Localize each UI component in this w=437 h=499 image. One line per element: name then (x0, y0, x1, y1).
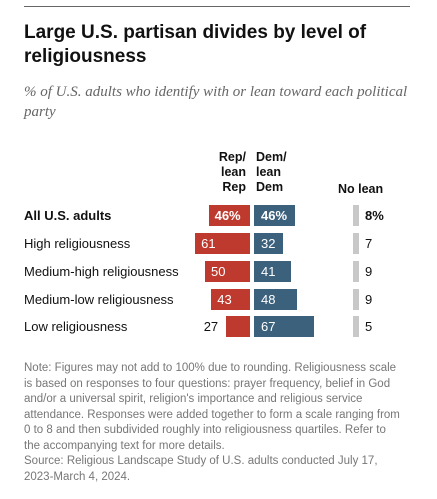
value-label-dem: 32 (261, 236, 276, 251)
value-label-no-lean: 9 (365, 292, 373, 307)
value-label-dem: 67 (261, 319, 276, 334)
column-header-dem-line-1: Dem/ (256, 150, 287, 164)
value-label-no-lean: 5 (365, 319, 373, 334)
value-label-dem: 41 (261, 264, 276, 279)
bar-no-lean (353, 316, 359, 337)
value-label-rep: 50 (211, 264, 226, 279)
note-text: Note: Figures may not add to 100% due to… (24, 362, 400, 452)
value-label-dem: 48 (261, 292, 276, 307)
bar-dem (254, 316, 315, 337)
source-text: Source: Religious Landscape Study of U.S… (24, 455, 378, 483)
value-label-rep: 27 (203, 319, 219, 334)
value-label-no-lean: 9 (365, 264, 373, 279)
bar-no-lean (353, 289, 359, 310)
top-rule (24, 6, 410, 7)
row-label: All U.S. adults (24, 208, 112, 223)
value-label-dem: 46% (261, 208, 288, 223)
bar-dem (254, 261, 291, 282)
column-header-dem: Dem/ lean Dem (256, 150, 316, 195)
bar-dem (254, 289, 298, 310)
bar-no-lean (353, 261, 359, 282)
bar-rep (208, 205, 250, 226)
bar-dem (254, 233, 283, 254)
value-label-no-lean: 8% (365, 208, 384, 223)
chart-title: Large U.S. partisan divides by level of … (24, 22, 367, 67)
column-header-rep-line-3: Rep (222, 180, 246, 194)
value-label-rep: 61 (201, 236, 216, 251)
bar-rep (211, 289, 250, 310)
column-header-rep-line-1: Rep/ (218, 150, 246, 164)
row-label: High religiousness (24, 236, 131, 251)
row-label: Medium-low religiousness (24, 292, 174, 307)
value-label-no-lean: 7 (365, 236, 373, 251)
chart-subtitle: % of U.S. adults who identify with or le… (24, 84, 408, 120)
chart-note: Note: Figures may not add to 100% due to… (24, 361, 404, 485)
bar-no-lean (353, 205, 359, 226)
column-header-dem-line-3: Dem (256, 180, 284, 194)
column-header-no-lean: No lean (338, 182, 384, 196)
bar-rep (225, 316, 250, 337)
column-header-dem-line-2: lean (256, 165, 282, 179)
bar-rep (205, 261, 250, 282)
bar-rep (195, 233, 250, 254)
value-label-rep: 43 (217, 292, 232, 307)
row-label: Low religiousness (24, 319, 128, 334)
column-header-rep-line-2: lean (220, 165, 246, 179)
row-label: Medium-high religiousness (24, 264, 179, 279)
bar-dem (254, 205, 296, 226)
value-label-rep: 46% (214, 208, 241, 223)
bar-no-lean (353, 233, 359, 254)
column-header-rep: Rep/ lean Rep (188, 150, 246, 195)
